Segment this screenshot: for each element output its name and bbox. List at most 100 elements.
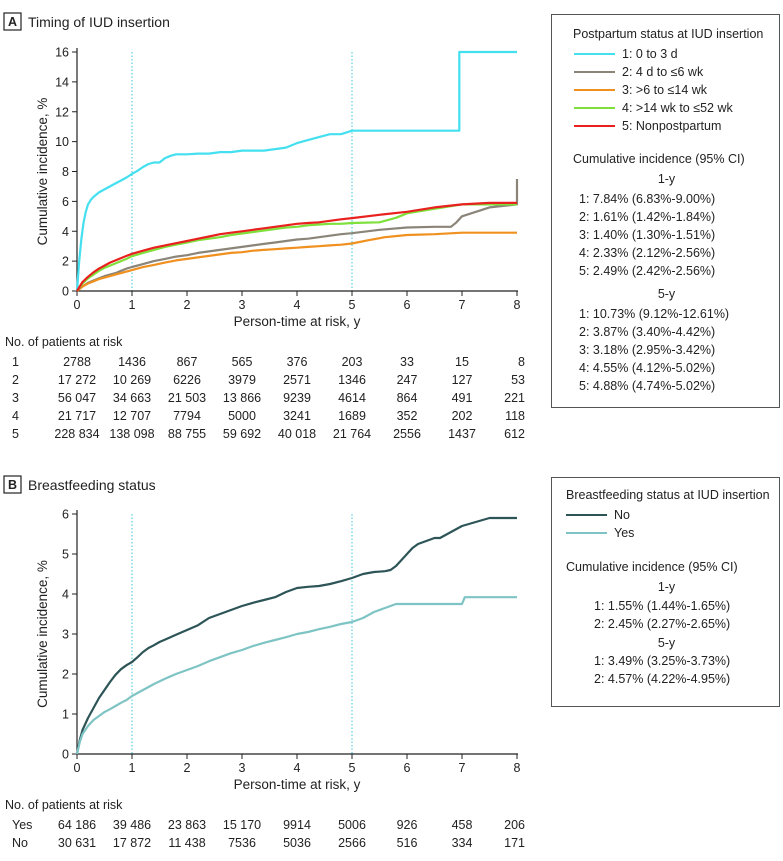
- panel-b-risk-value: 171: [504, 836, 525, 850]
- panel-b-risk-value: 64 186: [58, 818, 96, 832]
- panel-a-risk-value: 2571: [283, 373, 311, 387]
- panel-a-risk-value: 21 503: [168, 391, 206, 405]
- panel-b-ci-1y-heading: 1-y: [657, 580, 676, 594]
- panel-b-x-tick-label: 5: [349, 761, 356, 775]
- panel-b-ci-entry: 2: 4.57% (4.22%-4.95%): [594, 672, 731, 686]
- panel-b-x-tick-label: 3: [239, 761, 246, 775]
- panel-b-risk-title: No. of patients at risk: [5, 798, 123, 812]
- panel-a-risk-value: 34 663: [113, 391, 151, 405]
- panel-a-risk-value: 565: [232, 355, 253, 369]
- panel-b-ci-entry: 2: 2.45% (2.27%-2.65%): [594, 617, 731, 631]
- panel-b-legend-swatch: [566, 531, 607, 535]
- panel-a-risk-value: 202: [452, 409, 473, 423]
- panel-b-risk-value: 334: [452, 836, 473, 850]
- panel-a-risk-value: 3979: [228, 373, 256, 387]
- panel-a-y-tick-label: 4: [62, 225, 69, 239]
- panel-a-legend-swatch: [574, 70, 615, 74]
- panel-a-x-axis-label: Person-time at risk, y: [234, 314, 361, 329]
- panel-b-ci-entry: 1: 1.55% (1.44%-1.65%): [594, 599, 731, 613]
- panel-a-x-tick-label: 1: [129, 298, 136, 312]
- panel-a-risk-value: 1437: [448, 427, 476, 441]
- panel-a-risk-value: 376: [287, 355, 308, 369]
- panel-b-risk-value: 2566: [338, 836, 366, 850]
- panel-b-risk-value: 23 863: [168, 818, 206, 832]
- panel-b-y-tick-label: 1: [62, 708, 69, 722]
- panel-b-legend-title: Breastfeeding status at IUD insertion: [566, 488, 770, 502]
- panel-a-x-tick-label: 5: [349, 298, 356, 312]
- panel-a-ci-5y-heading: 5-y: [657, 287, 676, 301]
- panel-a-risk-value: 33: [400, 355, 414, 369]
- panel-a-ci-entry: 4: 4.55% (4.12%-5.02%): [579, 361, 716, 375]
- panel-a-risk-value: 1689: [338, 409, 366, 423]
- panel-b-y-tick-label: 0: [62, 748, 69, 762]
- panel-a-risk-value: 8: [518, 355, 525, 369]
- panel-b-risk-value: 30 631: [58, 836, 96, 850]
- panel-a-risk-value: 2788: [63, 355, 91, 369]
- panel-a-risk-value: 118: [505, 409, 525, 423]
- panel-a-ci-entry: 1: 10.73% (9.12%-12.61%): [579, 307, 730, 321]
- panel-a-risk-value: 228 834: [54, 427, 99, 441]
- panel-b-risk-value: 39 486: [113, 818, 151, 832]
- panel-a-ci-entry: 3: 1.40% (1.30%-1.51%): [579, 228, 716, 242]
- panel-a-risk-table: 1 2788 1436 867 565 376 203 33 15 8 2 17 272 10 269 6…: [12, 355, 525, 441]
- panel-a-x-tick-label: 0: [74, 298, 81, 312]
- panel-a-risk-row-label: 3: [12, 391, 19, 405]
- panel-b-risk-value: 458: [452, 818, 473, 832]
- panel-b-risk-table: Yes 64 186 39 486 23 863 15 170 9914 5006 926 45…: [12, 818, 525, 850]
- panel-a-ci-1y-heading: 1-y: [657, 172, 676, 186]
- panel-b-risk-value: 11 438: [168, 836, 205, 850]
- panel-a-series-line-2: [76, 179, 519, 292]
- panel-a-x-tick-label: 4: [294, 298, 301, 312]
- panel-b-ci-title: Cumulative incidence (95% CI): [566, 560, 738, 574]
- panel-a-risk-row-label: 5: [12, 427, 19, 441]
- panel-a-risk-value: 352: [397, 409, 418, 423]
- panel-b-y-tick-label: 2: [62, 668, 69, 682]
- panel-a-risk-value: 3241: [283, 409, 311, 423]
- panel-a-y-tick-label: 12: [55, 105, 69, 119]
- panel-b-legend-label: No: [614, 508, 630, 522]
- panel-b-series-line-2: [75, 596, 517, 755]
- panel-a-x-tick-label: 8: [514, 298, 521, 312]
- panel-a-risk-value: 1436: [118, 355, 146, 369]
- panel-a-risk-value: 21 764: [333, 427, 371, 441]
- panel-b-ci-5y-heading: 5-y: [657, 636, 676, 650]
- panel-a-risk-value: 612: [504, 427, 525, 441]
- panel-a-legend-title: Postpartum status at IUD insertion: [573, 27, 764, 41]
- panel-b-x-tick-label: 6: [404, 761, 411, 775]
- panel-b-risk-value: 5036: [283, 836, 311, 850]
- panel-b-y-axis-label: Cumulative incidence, %: [35, 560, 50, 708]
- panel-a-legend-label: 2: 4 d to ≤6 wk: [622, 65, 704, 79]
- panel-a-risk-value: 56 047: [58, 391, 96, 405]
- panel-b-legend-swatch: [566, 513, 607, 517]
- panel-b-legend: Breastfeeding status at IUD insertion No…: [551, 477, 780, 707]
- panel-a-risk-value: 864: [397, 391, 418, 405]
- panel-a-ci-entry: 5: 4.88% (4.74%-5.02%): [579, 379, 716, 393]
- panel-b-y-tick-label: 4: [62, 588, 69, 602]
- panel-a-risk-value: 4614: [338, 391, 366, 405]
- panel-a-legend: Postpartum status at IUD insertion 1: 0 …: [551, 14, 780, 408]
- panel-a-y-tick-label: 10: [55, 135, 69, 149]
- panel-a-risk-value: 13 866: [223, 391, 261, 405]
- panel-a-letter-box: [3, 12, 22, 31]
- panel-a-legend-item-1: 1: 0 to 3 d: [574, 47, 678, 61]
- panel-a-y-tick-label: 2: [62, 255, 69, 269]
- panel-a-legend-label: 1: 0 to 3 d: [622, 47, 678, 61]
- panel-a-letter: A: [8, 15, 17, 29]
- panel-b-x-tick-label: 8: [514, 761, 521, 775]
- panel-a-risk-value: 40 018: [278, 427, 316, 441]
- panel-b-x-tick-label: 7: [459, 761, 466, 775]
- panel-b-risk-row-label: Yes: [12, 818, 32, 832]
- panel-a-legend-item-5: 5: Nonpostpartum: [574, 119, 721, 133]
- panel-a-risk-value: 53: [511, 373, 525, 387]
- panel-b-risk-row-label: No: [12, 836, 28, 850]
- panel-a-legend-label: 3: >6 to ≤14 wk: [622, 83, 708, 97]
- panel-a-ci-entry: 2: 3.87% (3.40%-4.42%): [579, 325, 716, 339]
- panel-a-legend-swatch: [574, 106, 615, 110]
- panel-a-legend-swatch: [574, 88, 615, 92]
- panel-a-risk-value: 9239: [283, 391, 311, 405]
- panel-a-risk-value: 15: [455, 355, 469, 369]
- panel-b-risk-value: 17 872: [113, 836, 151, 850]
- panel-b-plot: 0 1 2 3 4 5 6 0 1 2 3 4 5 6 7 8 Person-time at risk, y Cu…: [35, 508, 521, 793]
